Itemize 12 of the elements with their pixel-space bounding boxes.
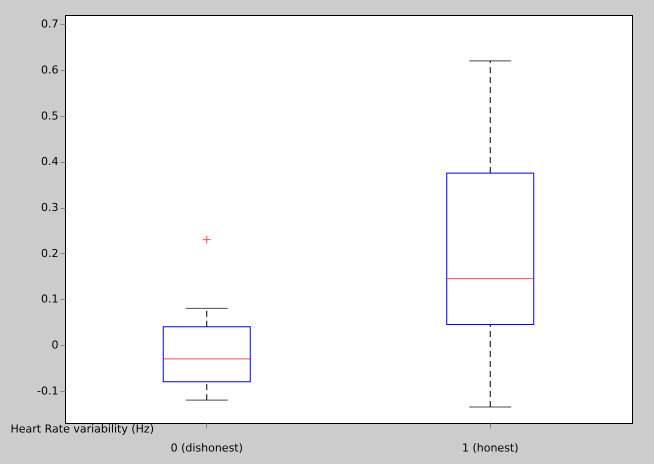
- y-tick-label: 0.6: [41, 64, 58, 77]
- y-tick-label: 0: [52, 338, 58, 352]
- y-tick-label: 0.7: [41, 18, 58, 31]
- y-tick-label: 0.5: [41, 109, 58, 122]
- y-tick-label: 0.2: [41, 246, 58, 260]
- y-axis-title: Heart Rate variability (Hz): [10, 422, 154, 436]
- y-tick-label: 0.1: [41, 292, 58, 306]
- y-tick-label: 0.3: [41, 201, 58, 214]
- y-tick-label: -0.1: [37, 384, 58, 398]
- x-tick-label: 1 (honest): [462, 442, 519, 454]
- x-tick-label: 0 (dishonest): [170, 442, 243, 454]
- y-tick-label: 0.4: [41, 155, 58, 168]
